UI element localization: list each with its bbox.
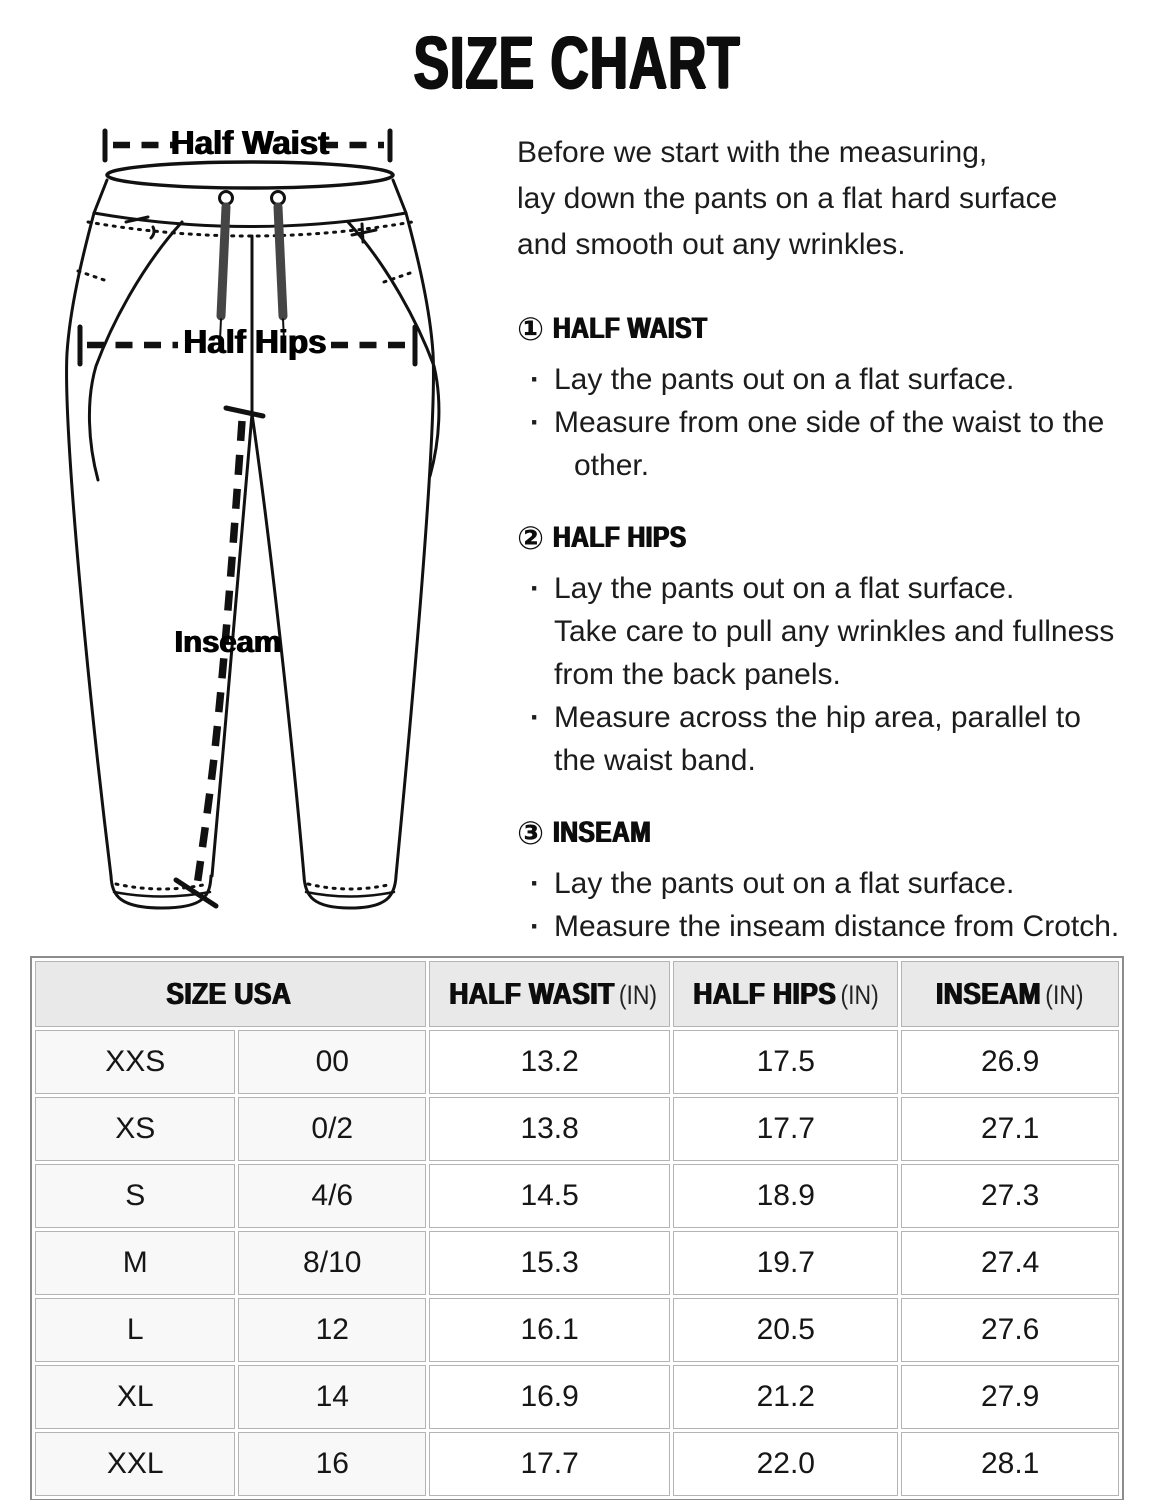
- header-size-usa: SIZE USA: [35, 961, 427, 1027]
- cell-half-waist: 13.2: [429, 1030, 671, 1094]
- table-row: XXS 00 13.2 17.5 26.9: [35, 1030, 1119, 1094]
- inseam-label: Inseam: [174, 624, 282, 659]
- circled-number-icon: ③: [517, 814, 545, 852]
- drawstrings: [216, 190, 288, 341]
- size-table: SIZE USA HALF WASIT (IN) HALF HIPS (IN) IN…: [30, 956, 1124, 1500]
- cell-half-waist: 17.7: [429, 1432, 671, 1496]
- cell-half-waist: 16.1: [429, 1298, 671, 1362]
- instruction-line: Measure across the hip area, parallel to: [517, 696, 1139, 739]
- cell-size: XS: [35, 1097, 236, 1161]
- measuring-instructions: Before we start with the measuring, lay …: [517, 130, 1139, 948]
- cell-half-hips: 20.5: [673, 1298, 899, 1362]
- header-half-hips: HALF HIPS (IN): [673, 961, 899, 1027]
- instruction-line: Lay the pants out on a flat surface.: [517, 358, 1139, 401]
- cell-size: S: [35, 1164, 236, 1228]
- cell-usa: 00: [238, 1030, 427, 1094]
- pants-diagram: Half Waist Half Hips Inseam: [30, 118, 500, 953]
- section-title: HALF WAIST: [553, 312, 708, 345]
- cell-half-waist: 14.5: [429, 1164, 671, 1228]
- cell-half-waist: 13.8: [429, 1097, 671, 1161]
- header-inseam: INSEAM (IN): [901, 961, 1119, 1027]
- section-title: INSEAM: [553, 816, 652, 849]
- section-title: HALF HIPS: [553, 521, 687, 554]
- instruction-line: other.: [574, 449, 650, 482]
- header-half-wasit: HALF WASIT (IN): [429, 961, 671, 1027]
- table-row: S 4/6 14.5 18.9 27.3: [35, 1164, 1119, 1228]
- table-row: M 8/10 15.3 19.7 27.4: [35, 1231, 1119, 1295]
- section-heading: ② HALF HIPS: [517, 517, 1139, 559]
- cell-inseam: 26.9: [901, 1030, 1119, 1094]
- cell-size: XXS: [35, 1030, 236, 1094]
- cell-usa: 8/10: [238, 1231, 427, 1295]
- table-header-row: SIZE USA HALF WASIT (IN) HALF HIPS (IN) IN…: [35, 961, 1119, 1027]
- cell-usa: 12: [238, 1298, 427, 1362]
- half-hips-measure-line: [77, 324, 418, 367]
- pants-drawing-svg: [65, 128, 441, 910]
- cell-inseam: 27.9: [901, 1365, 1119, 1429]
- page-title-text: SIZE CHART: [413, 21, 741, 104]
- inseam-measure-line: [173, 405, 266, 909]
- half-hips-label: Half Hips: [183, 323, 327, 360]
- table-row: L 12 16.1 20.5 27.6: [35, 1298, 1119, 1362]
- cell-inseam: 27.1: [901, 1097, 1119, 1161]
- section-heading: ① HALF WAIST: [517, 308, 1139, 350]
- cell-usa: 14: [238, 1365, 427, 1429]
- left-outer-seam: [65, 211, 113, 878]
- page-title: SIZE CHART: [0, 26, 1154, 100]
- cell-inseam: 27.6: [901, 1298, 1119, 1362]
- left-inseam-line: [210, 412, 254, 878]
- table-row: XL 14 16.9 21.2 27.9: [35, 1365, 1119, 1429]
- cell-usa: 16: [238, 1432, 427, 1496]
- cell-half-waist: 15.3: [429, 1231, 671, 1295]
- cell-half-hips: 19.7: [673, 1231, 899, 1295]
- cell-size: XL: [35, 1365, 236, 1429]
- cell-half-hips: 18.9: [673, 1164, 899, 1228]
- cell-size: M: [35, 1231, 236, 1295]
- instruction-line: Measure the inseam distance from Crotch.: [517, 905, 1139, 948]
- circled-number-icon: ②: [517, 519, 545, 557]
- section-heading: ③ INSEAM: [517, 812, 1139, 854]
- instruction-line: the waist band.: [554, 744, 756, 777]
- instruction-line: Lay the pants out on a flat surface.: [517, 567, 1139, 610]
- section-half-hips: ② HALF HIPS Lay the pants out on a flat …: [517, 517, 1139, 782]
- cell-size: L: [35, 1298, 236, 1362]
- right-inseam-line: [250, 412, 306, 878]
- table-row: XXL 16 17.7 22.0 28.1: [35, 1432, 1119, 1496]
- instruction-line: Lay the pants out on a flat surface.: [517, 862, 1139, 905]
- instruction-line: Take care to pull any wrinkles and fulln…: [554, 615, 1115, 648]
- cell-inseam: 28.1: [901, 1432, 1119, 1496]
- cell-half-hips: 21.2: [673, 1365, 899, 1429]
- instruction-line: from the back panels.: [554, 658, 841, 691]
- section-inseam: ③ INSEAM Lay the pants out on a flat sur…: [517, 812, 1139, 948]
- cell-usa: 0/2: [238, 1097, 427, 1161]
- cell-size: XXL: [35, 1432, 236, 1496]
- right-outer-seam: [394, 211, 435, 878]
- circled-number-icon: ①: [517, 310, 545, 348]
- half-waist-label: Half Waist: [170, 124, 330, 161]
- section-half-waist: ① HALF WAIST Lay the pants out on a flat…: [517, 308, 1139, 487]
- intro-line: and smooth out any wrinkles.: [517, 228, 906, 261]
- cell-half-hips: 17.7: [673, 1097, 899, 1161]
- intro-paragraph: Before we start with the measuring, lay …: [517, 130, 1139, 268]
- cell-usa: 4/6: [238, 1164, 427, 1228]
- cell-half-hips: 22.0: [673, 1432, 899, 1496]
- left-pocket: [76, 215, 184, 482]
- cell-half-waist: 16.9: [429, 1365, 671, 1429]
- cell-half-hips: 17.5: [673, 1030, 899, 1094]
- right-hem: [302, 874, 398, 910]
- intro-line: Before we start with the measuring,: [517, 136, 988, 169]
- cell-inseam: 27.4: [901, 1231, 1119, 1295]
- table-row: XS 0/2 13.8 17.7 27.1: [35, 1097, 1119, 1161]
- half-waist-measure-line: [102, 128, 393, 163]
- intro-line: lay down the pants on a flat hard surfac…: [517, 182, 1058, 215]
- instruction-line: Measure from one side of the waist to th…: [517, 401, 1139, 444]
- cell-inseam: 27.3: [901, 1164, 1119, 1228]
